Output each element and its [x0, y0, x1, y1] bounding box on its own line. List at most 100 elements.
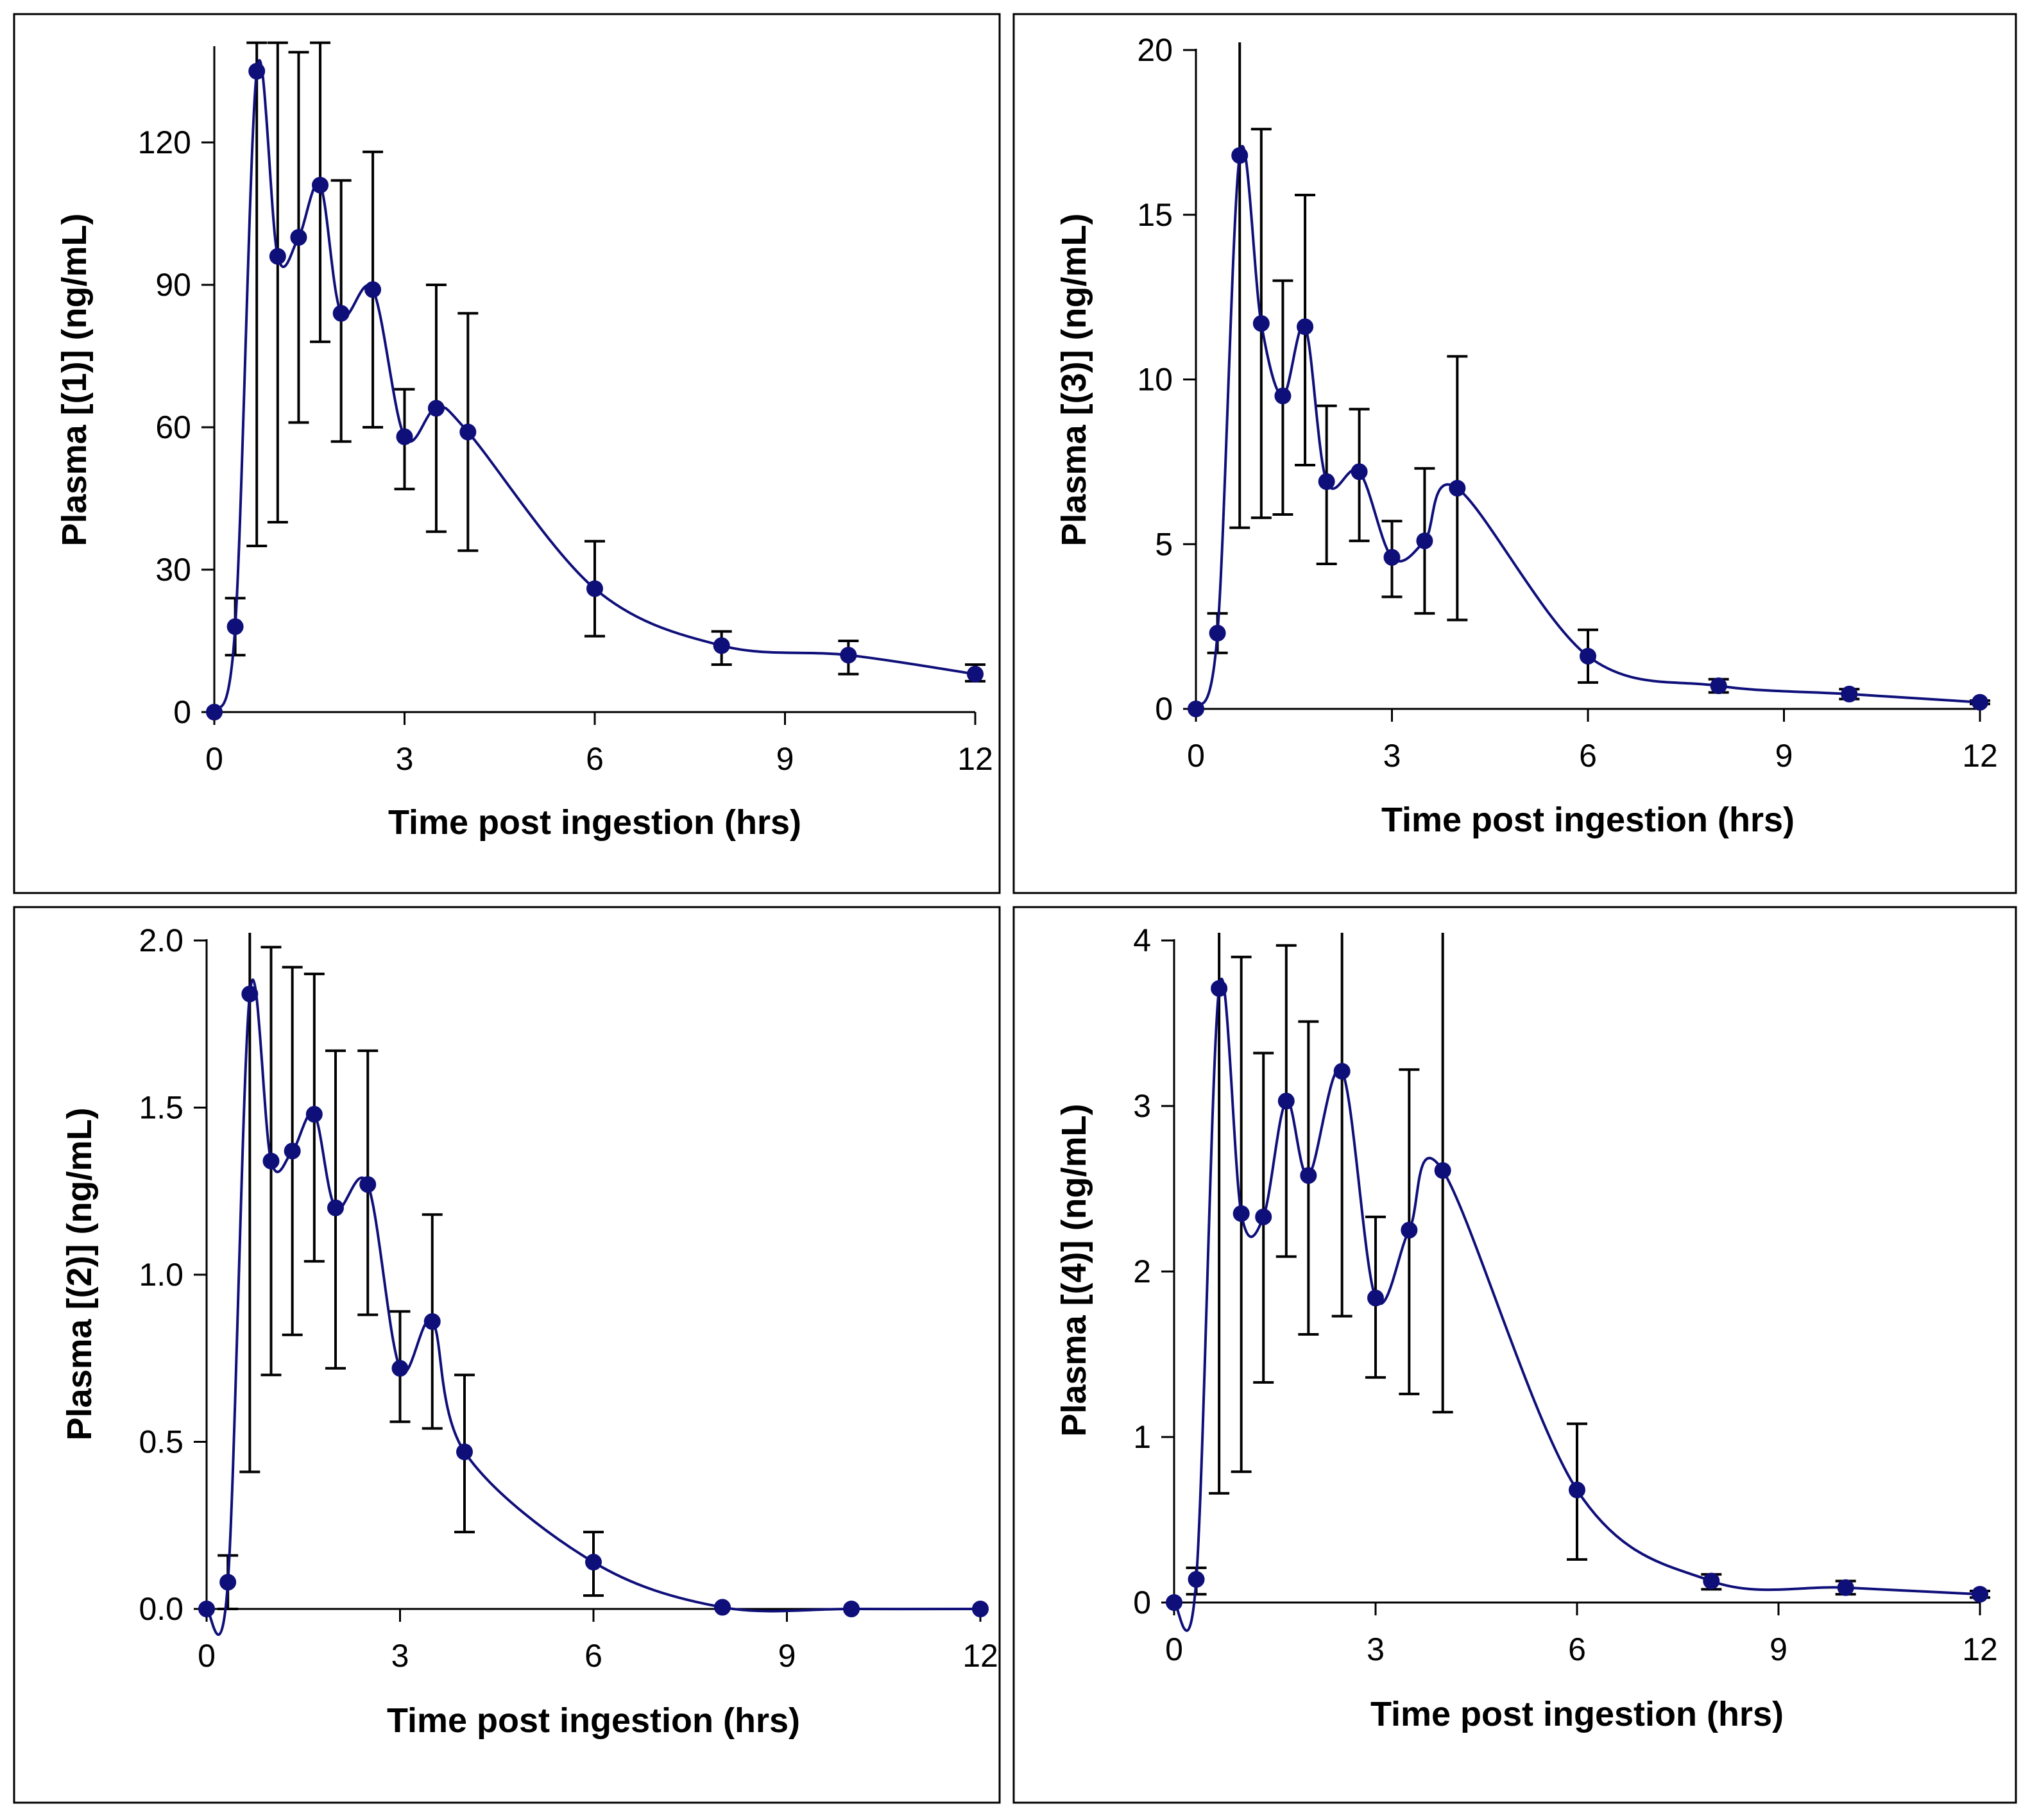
x-tick-label: 0 [1187, 738, 1205, 774]
panel-border [13, 906, 1001, 1804]
y-axis-title: Plasma [(3)] (ng/mL) [1055, 213, 1093, 546]
data-point [1841, 685, 1858, 702]
data-point [312, 176, 329, 194]
data-point [456, 1443, 473, 1461]
y-tick-label: 3 [1133, 1088, 1151, 1124]
y-tick-label: 5 [1155, 526, 1173, 562]
data-point [1449, 479, 1466, 497]
x-tick-label: 0 [205, 741, 223, 777]
data-point [1277, 1093, 1295, 1110]
data-point [1401, 1221, 1418, 1239]
data-point [327, 1199, 344, 1216]
data-point [1318, 473, 1335, 490]
data-point [241, 985, 259, 1003]
data-point [198, 1601, 215, 1617]
y-tick-label: 1.5 [139, 1090, 183, 1126]
x-tick-label: 6 [1568, 1631, 1586, 1667]
y-tick-label: 1.0 [139, 1257, 183, 1293]
series-line [1195, 145, 1981, 710]
data-point [1569, 1481, 1585, 1499]
data-point [1580, 647, 1596, 665]
x-tick-label: 6 [586, 741, 604, 777]
y-tick-label: 0 [1133, 1585, 1151, 1620]
data-point [262, 1152, 280, 1169]
y-tick-label: 1 [1133, 1419, 1151, 1455]
series-line [205, 978, 981, 1637]
data-point [1837, 1579, 1854, 1596]
y-tick-label: 20 [1137, 32, 1173, 68]
data-point [1972, 693, 1988, 711]
x-tick-label: 0 [198, 1638, 216, 1674]
data-point [972, 1601, 989, 1617]
x-tick-label: 3 [1383, 738, 1401, 774]
x-tick-label: 9 [1770, 1631, 1787, 1667]
data-point [1333, 1062, 1351, 1080]
data-point [840, 647, 857, 664]
data-point [1703, 1572, 1720, 1590]
y-axis-title: Plasma [(1)] (ng/mL) [55, 213, 94, 546]
data-point [206, 704, 223, 720]
data-point [1231, 147, 1249, 164]
data-point [219, 1574, 237, 1591]
y-tick-label: 30 [155, 552, 191, 588]
x-tick-label: 12 [962, 1638, 998, 1674]
y-tick-label: 4 [1133, 923, 1151, 958]
data-point [1211, 980, 1228, 997]
y-tick-label: 10 [1137, 362, 1173, 398]
data-point [1297, 318, 1314, 336]
data-point [226, 618, 244, 635]
y-tick-label: 90 [155, 267, 191, 303]
data-point [290, 229, 307, 246]
panel-bottom-left: 0 3 6 9 12 0.0 0.5 1.0 1.5 2.0 Time post ingestion… [13, 906, 1001, 1804]
x-axis-title: Time post ingestion (hrs) [1381, 801, 1795, 839]
data-point [248, 63, 266, 80]
y-tick-label: 2 [1133, 1254, 1151, 1289]
data-point [1252, 315, 1270, 332]
data-point [1367, 1289, 1384, 1307]
data-point [585, 1554, 602, 1571]
x-tick-label: 9 [1775, 738, 1793, 774]
data-point [713, 637, 730, 654]
x-axis-title: Time post ingestion (hrs) [387, 1701, 800, 1740]
data-point [1710, 677, 1727, 695]
data-point [284, 1143, 301, 1160]
data-point [423, 1313, 441, 1330]
data-point [1255, 1208, 1272, 1225]
x-tick-label: 6 [1579, 738, 1597, 774]
data-point [967, 665, 984, 683]
y-tick-label: 0 [1155, 691, 1173, 727]
data-point [269, 248, 286, 265]
x-tick-label: 3 [391, 1638, 409, 1674]
data-point [843, 1601, 860, 1617]
panel-border [13, 13, 1001, 894]
panel-border [1012, 13, 2017, 894]
x-tick-label: 3 [396, 741, 414, 777]
x-tick-label: 9 [778, 1638, 796, 1674]
x-tick-label: 12 [1962, 1631, 1998, 1667]
data-point [427, 400, 445, 417]
x-tick-label: 6 [584, 1638, 602, 1674]
data-point [1351, 463, 1368, 481]
data-point [332, 305, 350, 322]
data-point [1383, 549, 1401, 566]
y-tick-label: 0.0 [139, 1591, 183, 1627]
data-point [459, 423, 477, 441]
panel-border [1012, 906, 2017, 1804]
x-tick-label: 3 [1367, 1631, 1385, 1667]
data-point [1209, 624, 1226, 642]
data-point [1232, 1205, 1250, 1222]
y-tick-label: 0.5 [139, 1424, 183, 1460]
data-point [1972, 1586, 1988, 1603]
y-tick-label: 15 [1137, 197, 1173, 233]
y-tick-label: 120 [138, 124, 191, 160]
data-point [714, 1599, 731, 1616]
panel-top-right: 0 3 6 9 12 0 5 10 15 20 Time post ingestion (hrs) P… [1012, 13, 2017, 894]
data-point [1188, 1570, 1205, 1588]
y-tick-label: 2.0 [139, 923, 183, 958]
data-point [1416, 532, 1433, 550]
data-point [391, 1359, 409, 1377]
x-tick-label: 12 [1962, 738, 1998, 774]
